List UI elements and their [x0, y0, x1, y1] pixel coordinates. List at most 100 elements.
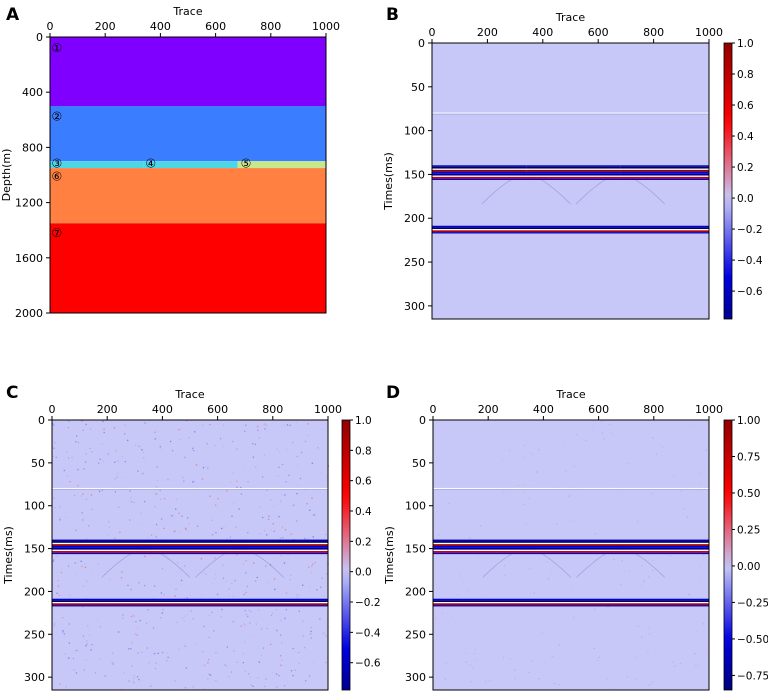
reflection-event: [620, 165, 709, 167]
y-tick-label: 50: [31, 457, 45, 470]
noise-speck: [696, 630, 699, 632]
noise-speck: [128, 648, 130, 650]
colorbar-tick-label: 0.75: [737, 451, 760, 463]
noise-speck: [261, 434, 263, 436]
noise-speck: [56, 555, 59, 558]
noise-speck: [278, 503, 280, 505]
noise-speck: [531, 453, 534, 455]
noise-speck: [124, 460, 126, 463]
noise-speck: [706, 649, 708, 651]
noise-speck: [255, 466, 257, 468]
noise-speck: [611, 649, 613, 652]
noise-speck: [131, 642, 133, 644]
y-tick-label: 150: [405, 543, 426, 556]
noise-speck: [68, 642, 71, 644]
noise-speck: [140, 512, 142, 514]
noise-speck: [273, 565, 275, 568]
noise-speck: [296, 594, 299, 596]
reflection-event: [433, 546, 709, 548]
noise-speck: [503, 492, 505, 494]
panel-label: A: [6, 5, 20, 25]
noise-speck: [141, 449, 143, 451]
noise-speck: [136, 634, 138, 636]
noise-speck: [246, 585, 249, 588]
noise-speck: [107, 453, 110, 455]
colorbar: [723, 42, 733, 320]
noise-speck: [186, 597, 189, 599]
noise-speck: [117, 460, 119, 462]
noise-speck: [152, 627, 155, 629]
noise-speck: [568, 495, 570, 497]
noise-speck: [273, 530, 275, 533]
noise-speck: [291, 441, 294, 444]
noise-speck: [190, 610, 192, 612]
noise-speck: [543, 674, 545, 676]
noise-speck: [91, 450, 93, 453]
reflection-event: [433, 547, 709, 550]
noise-speck: [52, 455, 54, 458]
reflection-event: [52, 603, 328, 606]
reflection-event: [433, 605, 709, 607]
noise-speck: [180, 428, 182, 431]
noise-speck: [81, 565, 83, 567]
noise-speck: [236, 563, 239, 566]
noise-speck: [292, 647, 294, 650]
noise-speck: [245, 572, 247, 574]
noise-speck: [184, 527, 187, 530]
noise-speck: [266, 627, 269, 630]
noise-speck: [295, 464, 298, 467]
noise-speck: [185, 667, 187, 669]
noise-speck: [539, 583, 541, 585]
noise-speck: [500, 642, 502, 645]
noise-speck: [477, 556, 480, 558]
noise-speck: [474, 648, 476, 650]
noise-speck: [214, 423, 216, 425]
noise-speck: [285, 609, 287, 611]
noise-speck: [269, 564, 272, 566]
noise-speck: [469, 664, 472, 666]
noise-speck: [53, 424, 55, 426]
axes-frame: [431, 42, 710, 320]
noise-speck: [314, 561, 316, 564]
noise-speck: [150, 534, 153, 536]
noise-speck: [124, 477, 126, 479]
noise-speck: [672, 475, 675, 477]
noise-speck: [200, 594, 202, 596]
noise-speck: [499, 553, 501, 556]
noise-speck: [457, 495, 459, 498]
reflection-event: [52, 551, 328, 553]
noise-speck: [613, 558, 615, 561]
noise-speck: [606, 678, 608, 680]
noise-speck: [254, 443, 256, 445]
noise-speck: [119, 531, 121, 534]
noise-speck: [173, 531, 175, 533]
noise-speck: [669, 555, 671, 557]
noise-speck: [138, 445, 140, 448]
noise-speck: [523, 444, 526, 446]
noise-speck: [626, 676, 628, 678]
noise-speck: [655, 453, 658, 455]
noise-speck: [75, 441, 77, 443]
noise-speck: [523, 503, 525, 505]
noise-speck: [74, 562, 76, 564]
noise-speck: [573, 629, 576, 632]
noise-speck: [75, 529, 77, 531]
noise-speck: [570, 588, 572, 590]
colorbar-tick-label: −0.4: [355, 627, 381, 639]
noise-speck: [321, 577, 323, 579]
noise-speck: [214, 578, 216, 580]
reflection-event: [432, 229, 709, 231]
noise-speck: [558, 683, 561, 686]
noise-speck: [184, 456, 186, 458]
noise-speck: [231, 515, 233, 518]
noise-speck: [153, 652, 156, 655]
noise-speck: [311, 571, 313, 574]
noise-speck: [270, 643, 272, 645]
x-tick-label: 600: [207, 403, 228, 416]
layer-3: [50, 161, 144, 169]
reflection-event: [526, 169, 621, 172]
reflection-event: [432, 178, 709, 181]
noise-speck: [278, 466, 280, 468]
noise-speck: [296, 620, 299, 622]
noise-speck: [575, 495, 578, 498]
